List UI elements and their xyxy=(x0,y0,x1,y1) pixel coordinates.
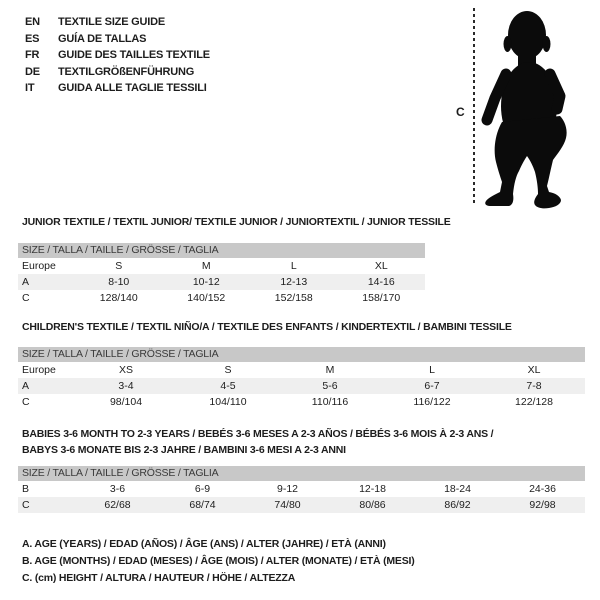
size-cell: XL xyxy=(527,364,541,376)
age-cell: 12-13 xyxy=(280,276,308,288)
size-header-bar: SIZE / TALLA / TAILLE / GRÖSSE / TAGLIA xyxy=(18,243,425,258)
row-label: C xyxy=(22,396,30,408)
height-measure-label: C xyxy=(456,105,465,119)
legend-line-a: A. AGE (YEARS) / EDAD (AÑOS) / ÂGE (ANS)… xyxy=(22,538,386,550)
table-row: B 3-6 6-9 9-12 12-18 18-24 24-36 xyxy=(18,481,585,497)
size-header-bar: SIZE / TALLA / TAILLE / GRÖSSE / TAGLIA xyxy=(18,466,585,481)
language-code: ES xyxy=(25,32,40,45)
size-cell: L xyxy=(429,364,435,376)
height-cell: 98/104 xyxy=(109,396,143,408)
height-cell: 80/86 xyxy=(359,499,386,511)
size-cell: M xyxy=(325,364,335,376)
measurement-figure: C xyxy=(440,0,600,212)
age-cell: 9-12 xyxy=(276,483,298,495)
height-cell: 140/152 xyxy=(187,292,226,304)
table-row: C 62/68 68/74 74/80 80/86 86/92 92/98 xyxy=(18,497,585,513)
height-cell: 152/158 xyxy=(274,292,313,304)
age-cell: 12-18 xyxy=(359,483,386,495)
height-cell: 158/170 xyxy=(362,292,401,304)
legend-line-b: B. AGE (MONTHS) / EDAD (MESES) / ÂGE (MO… xyxy=(22,555,415,567)
language-title: TEXTILE SIZE GUIDE xyxy=(58,16,166,29)
size-table-babies: BABIES 3-6 MONTH TO 2-3 YEARS / BEBÉS 3-… xyxy=(18,426,585,513)
language-row: EN TEXTILE SIZE GUIDE xyxy=(25,14,210,31)
table-title: JUNIOR TEXTILE / TEXTIL JUNIOR/ TEXTILE … xyxy=(22,216,451,228)
language-row: DE TEXTILGRÖßENFÜHRUNG xyxy=(25,64,210,81)
language-header: EN TEXTILE SIZE GUIDE ES GUÍA DE TALLAS … xyxy=(25,14,210,97)
table-title-block: BABIES 3-6 MONTH TO 2-3 YEARS / BEBÉS 3-… xyxy=(18,426,585,458)
age-cell: 10-12 xyxy=(192,276,220,288)
size-header-bar: SIZE / TALLA / TAILLE / GRÖSSE / TAGLIA xyxy=(18,347,585,362)
table-row: Europe XS S M L XL xyxy=(18,362,585,378)
language-title: TEXTILGRÖßENFÜHRUNG xyxy=(58,65,195,78)
height-cell: 110/116 xyxy=(311,396,349,408)
language-row: IT GUIDA ALLE TAGLIE TESSILI xyxy=(25,80,210,97)
row-label: A xyxy=(22,380,30,392)
size-table-junior: JUNIOR TEXTILE / TEXTIL JUNIOR/ TEXTILE … xyxy=(18,216,451,306)
table-row: Europe S M L XL xyxy=(18,258,425,274)
age-cell: 6-7 xyxy=(424,380,440,392)
size-cell: S xyxy=(224,364,232,376)
table-row: A 3-4 4-5 5-6 6-7 7-8 xyxy=(18,378,585,394)
size-table-children: CHILDREN'S TEXTILE / TEXTIL NIÑO/A / TEX… xyxy=(18,321,585,410)
baby-silhouette-icon xyxy=(481,11,567,209)
language-code: IT xyxy=(25,82,35,95)
row-label: C xyxy=(22,499,30,511)
row-label: A xyxy=(22,276,30,288)
height-cell: 116/122 xyxy=(413,396,451,408)
language-title: GUIDE DES TAILLES TEXTILE xyxy=(58,49,210,62)
age-cell: 3-6 xyxy=(109,483,126,495)
height-dashed-line xyxy=(473,8,475,204)
table-row: A 8-10 10-12 12-13 14-16 xyxy=(18,274,425,290)
age-cell: 4-5 xyxy=(220,380,236,392)
legend-line-c: C. (cm) HEIGHT / ALTURA / HAUTEUR / HÖHE… xyxy=(22,572,296,584)
language-code: FR xyxy=(25,49,40,62)
measure-legend: A. AGE (YEARS) / EDAD (AÑOS) / ÂGE (ANS)… xyxy=(22,536,415,587)
language-row: FR GUIDE DES TAILLES TEXTILE xyxy=(25,47,210,64)
language-row: ES GUÍA DE TALLAS xyxy=(25,31,210,48)
height-cell: 62/68 xyxy=(104,499,131,511)
age-cell: 7-8 xyxy=(526,380,542,392)
height-cell: 86/92 xyxy=(444,499,471,511)
row-label: Europe xyxy=(22,364,56,376)
age-cell: 14-16 xyxy=(367,276,395,288)
size-cell: S xyxy=(115,260,123,272)
height-cell: 68/74 xyxy=(189,499,216,511)
table-title-line2: BABYS 3-6 MONATE BIS 2-3 JAHRE / BAMBINI… xyxy=(22,444,346,456)
size-cell: M xyxy=(201,260,211,272)
row-label: B xyxy=(22,483,30,495)
size-cell: L xyxy=(290,260,297,272)
age-cell: 3-4 xyxy=(118,380,134,392)
age-cell: 5-6 xyxy=(322,380,338,392)
age-cell: 18-24 xyxy=(444,483,471,495)
row-label: Europe xyxy=(22,260,56,272)
size-cell: XS xyxy=(118,364,133,376)
row-label: C xyxy=(22,292,30,304)
language-code: EN xyxy=(25,16,40,29)
table-title-line1: BABIES 3-6 MONTH TO 2-3 YEARS / BEBÉS 3-… xyxy=(22,428,494,440)
age-cell: 24-36 xyxy=(529,483,556,495)
height-cell: 122/128 xyxy=(515,396,553,408)
size-cell: XL xyxy=(374,260,388,272)
height-cell: 92/98 xyxy=(529,499,556,511)
height-cell: 74/80 xyxy=(274,499,301,511)
age-cell: 8-10 xyxy=(108,276,130,288)
height-cell: 104/110 xyxy=(209,396,247,408)
language-code: DE xyxy=(25,65,40,78)
table-row: C 98/104 104/110 110/116 116/122 122/128 xyxy=(18,394,585,410)
height-cell: 128/140 xyxy=(99,292,138,304)
language-title: GUIDA ALLE TAGLIE TESSILI xyxy=(58,82,207,95)
age-cell: 6-9 xyxy=(194,483,211,495)
language-title: GUÍA DE TALLAS xyxy=(58,32,147,45)
table-row: C 128/140 140/152 152/158 158/170 xyxy=(18,290,425,306)
table-title: CHILDREN'S TEXTILE / TEXTIL NIÑO/A / TEX… xyxy=(22,321,512,333)
